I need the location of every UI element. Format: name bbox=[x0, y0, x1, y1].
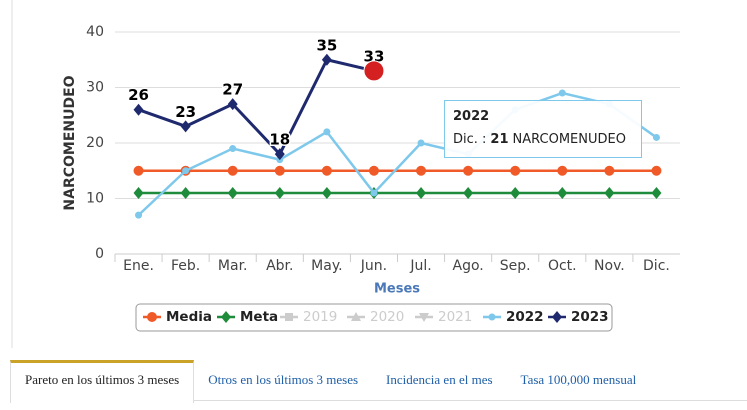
x-tick-label: Abr. bbox=[266, 258, 293, 274]
y-tick-label: 0 bbox=[95, 246, 104, 262]
marker bbox=[133, 165, 144, 176]
legend-item[interactable]: Meta bbox=[217, 309, 278, 325]
legend-label: 2021 bbox=[438, 309, 472, 325]
tooltip-label: Dic. : bbox=[453, 132, 487, 147]
marker bbox=[604, 165, 615, 176]
marker bbox=[463, 165, 474, 176]
tab[interactable]: Otros en los últimos 3 meses bbox=[208, 372, 359, 387]
x-tick-label: Jun. bbox=[360, 258, 387, 274]
marker bbox=[488, 313, 496, 321]
y-axis-title: NARCOMENUDEO bbox=[62, 75, 78, 210]
marker bbox=[557, 165, 568, 176]
hover-marker bbox=[363, 60, 385, 82]
chart: NARCOMENUDEO Meses 0 10 20 30 40 Ene. Feb. Mar.… bbox=[11, 0, 680, 348]
tab[interactable]: Pareto en los últimos 3 meses bbox=[10, 360, 195, 403]
x-tick-label: Feb. bbox=[171, 258, 200, 274]
marker bbox=[133, 103, 144, 116]
marker bbox=[321, 165, 332, 176]
legend-label: 2020 bbox=[370, 309, 404, 325]
x-tick-label: Ago. bbox=[453, 258, 484, 274]
legend-label: 2023 bbox=[571, 309, 609, 325]
marker bbox=[227, 165, 238, 176]
x-tick-label: Nov. bbox=[594, 258, 625, 274]
marker bbox=[416, 186, 427, 199]
legend-item[interactable]: 2023 bbox=[548, 309, 609, 325]
legend-label: Meta bbox=[240, 309, 278, 325]
legend-item[interactable]: 2019 bbox=[280, 309, 337, 325]
marker bbox=[227, 186, 238, 199]
marker bbox=[651, 186, 662, 199]
x-axis-title: Meses bbox=[374, 282, 420, 297]
marker bbox=[321, 53, 332, 66]
x-tick-label: Mar. bbox=[218, 258, 248, 274]
x-tick-label: Dic. bbox=[643, 258, 670, 274]
x-tick-label: May. bbox=[311, 258, 342, 274]
y-tick-label: 30 bbox=[86, 80, 104, 96]
legend-box bbox=[135, 303, 613, 332]
marker bbox=[510, 186, 521, 199]
marker bbox=[558, 89, 566, 97]
marker bbox=[321, 186, 332, 199]
marker bbox=[274, 148, 285, 161]
y-tick-label: 20 bbox=[86, 135, 104, 151]
tooltip-title: 2022 bbox=[453, 109, 490, 124]
tooltip-unit: NARCOMENUDEO bbox=[512, 132, 626, 147]
marker bbox=[180, 186, 191, 199]
tooltip-value: 21 bbox=[490, 132, 509, 147]
tab[interactable]: Tasa 100,000 mensual bbox=[520, 372, 637, 387]
legend-item[interactable]: 2020 bbox=[347, 309, 404, 325]
x-tick-label: Sep. bbox=[500, 258, 531, 274]
marker bbox=[182, 167, 190, 175]
data-label: 18 bbox=[269, 131, 290, 149]
legend-label: 2019 bbox=[303, 309, 337, 325]
marker bbox=[652, 133, 660, 141]
marker bbox=[557, 186, 568, 199]
legend-item[interactable]: 2021 bbox=[415, 309, 472, 325]
tooltip-body: Dic. :21 NARCOMENUDEO bbox=[453, 132, 633, 147]
marker bbox=[351, 312, 361, 321]
data-label: 27 bbox=[222, 81, 243, 99]
marker bbox=[368, 165, 379, 176]
x-tick-label: Ene. bbox=[123, 258, 154, 274]
series-line bbox=[138, 58, 375, 157]
marker bbox=[180, 120, 191, 133]
marker bbox=[370, 189, 378, 197]
marker bbox=[417, 139, 425, 147]
tab[interactable]: Incidencia en el mes bbox=[386, 372, 493, 387]
marker bbox=[274, 186, 285, 199]
legend-label: Media bbox=[166, 309, 212, 325]
marker bbox=[229, 145, 237, 153]
marker bbox=[651, 165, 662, 176]
series-line bbox=[137, 91, 658, 217]
marker bbox=[147, 312, 157, 322]
marker bbox=[463, 186, 474, 199]
legend-item[interactable]: Media bbox=[143, 309, 212, 325]
data-label: 26 bbox=[128, 86, 149, 104]
marker bbox=[133, 186, 144, 199]
x-tick-label: Oct. bbox=[548, 258, 577, 274]
marker bbox=[604, 186, 615, 199]
marker bbox=[274, 165, 285, 176]
marker bbox=[135, 211, 143, 219]
marker bbox=[285, 313, 293, 321]
marker bbox=[510, 165, 521, 176]
marker bbox=[323, 128, 331, 136]
marker bbox=[552, 311, 562, 323]
legend-item[interactable]: 2022 bbox=[483, 309, 544, 325]
data-label: 33 bbox=[364, 47, 385, 65]
marker bbox=[227, 98, 238, 111]
marker bbox=[221, 311, 231, 323]
data-label: 23 bbox=[175, 103, 196, 121]
tooltip: 2022 Dic. :21 NARCOMENUDEO bbox=[444, 100, 642, 158]
x-tick-label: Jul. bbox=[409, 258, 431, 274]
legend-label: 2022 bbox=[506, 309, 544, 325]
y-tick-label: 10 bbox=[86, 191, 104, 207]
marker bbox=[419, 313, 429, 322]
data-label: 35 bbox=[316, 36, 337, 54]
tabs: Pareto en los últimos 3 meses Otros en lo… bbox=[10, 360, 747, 403]
y-tick-label: 40 bbox=[86, 24, 104, 40]
marker bbox=[416, 165, 427, 176]
